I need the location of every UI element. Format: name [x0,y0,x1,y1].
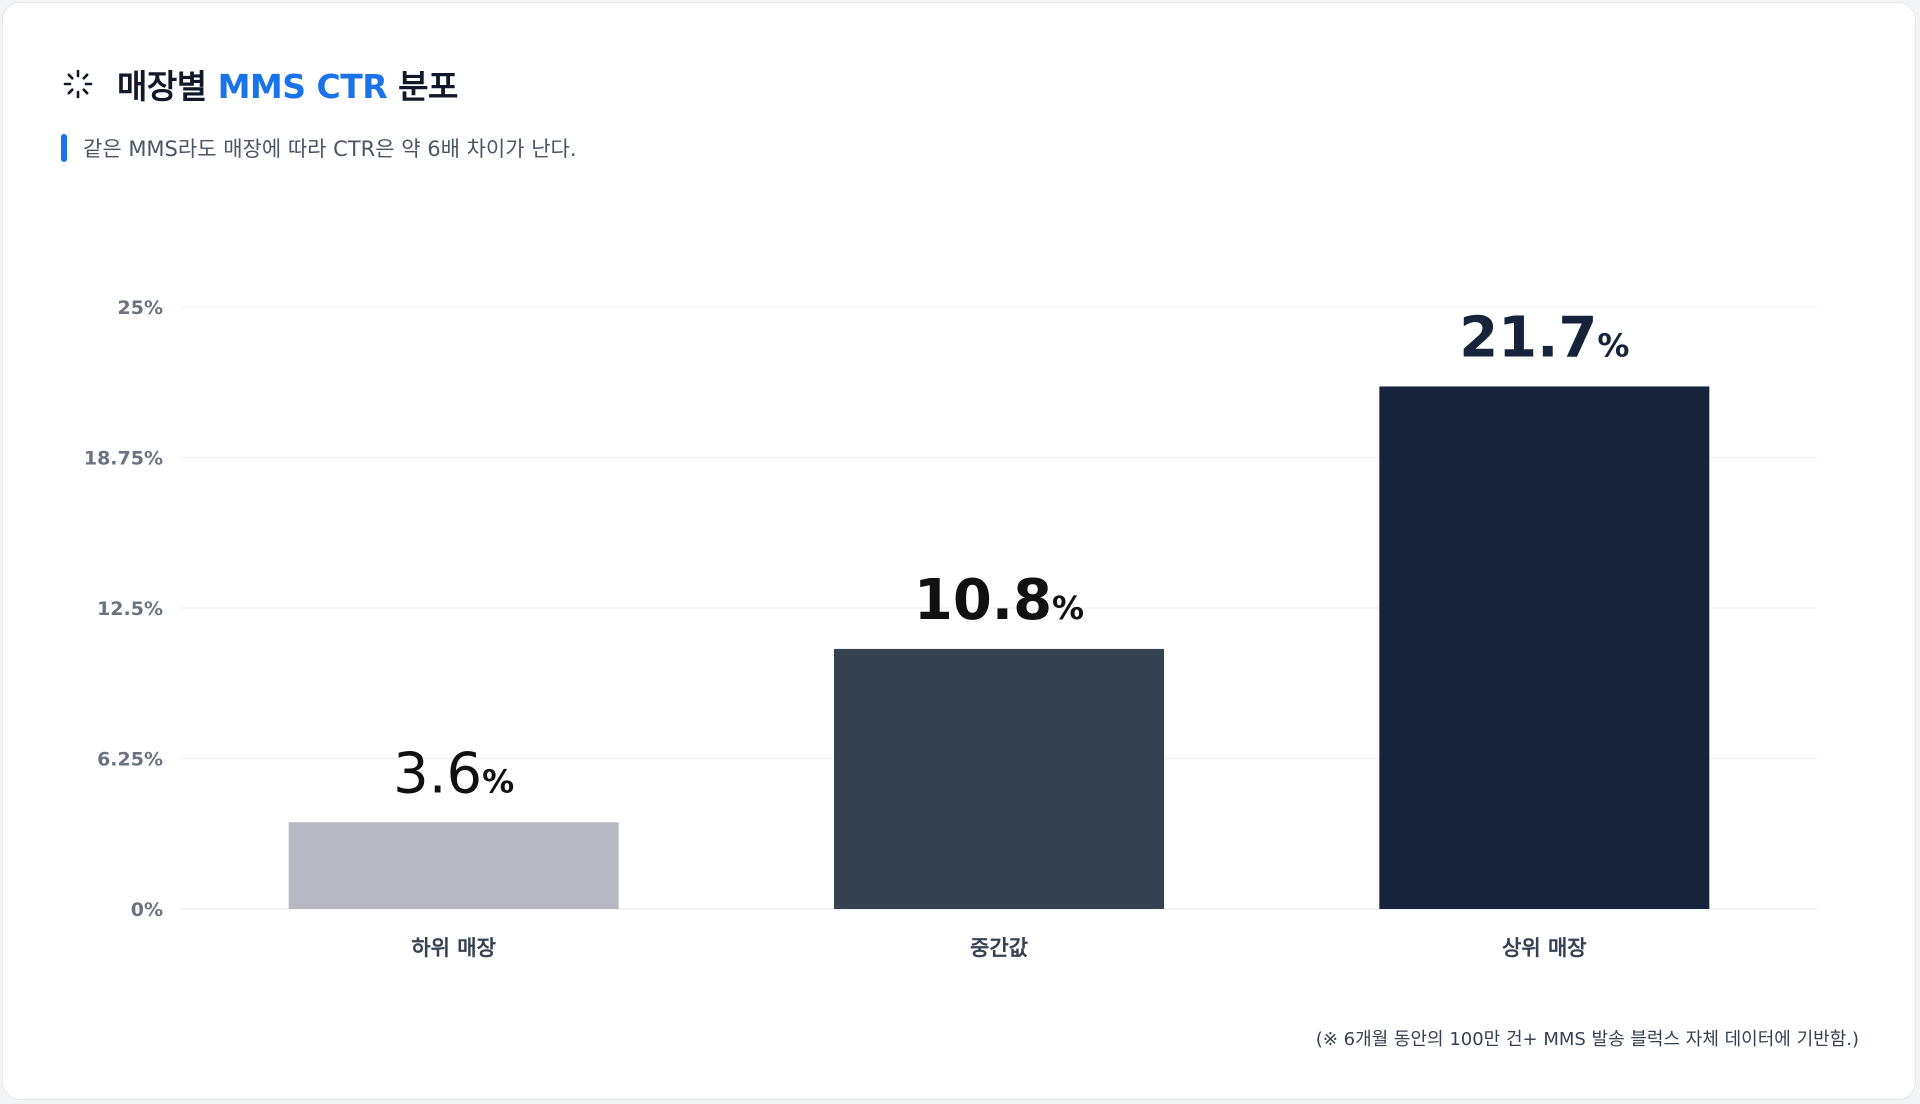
bar [834,648,1164,909]
bar-chart: 0% 6.25% 12.5% 18.75% 25% 3.6% 하위 매장 10.8% 중간값 21… [84,297,1817,960]
subtitle-row: 같은 MMS라도 매장에 따라 CTR은 약 6배 차이가 난다. [61,133,577,163]
footnote: (※ 6개월 동안의 100만 건+ MMS 발송 블럭스 자체 데이터에 기반… [1315,1029,1859,1050]
page-title: 매장별 MMS CTR 분포 [117,60,458,108]
y-tick-label: 18.75% [84,448,163,470]
y-tick-label: 6.25% [97,749,163,771]
y-tick-label: 12.5% [97,598,163,620]
subtitle: 같은 MMS라도 매장에 따라 CTR은 약 6배 차이가 난다. [83,137,577,161]
data-label-value: 3.6 [393,741,482,806]
data-label-unit: % [1052,589,1084,627]
spinner-icon [63,69,93,99]
data-label: 3.6% [393,741,514,806]
x-tick-label: 하위 매장 [411,936,496,960]
data-label-value: 21.7 [1459,305,1597,370]
bar [288,822,619,909]
x-tick-label: 중간값 [970,936,1028,960]
title-accent: MMS CTR [217,67,388,106]
bar [1379,386,1710,909]
title-suffix: 분포 [387,67,458,106]
title-row: 매장별 MMS CTR 분포 [63,61,458,107]
data-label-unit: % [1597,326,1629,364]
data-label-unit: % [482,762,514,800]
data-label: 10.8% [914,568,1084,633]
data-label: 21.7% [1459,305,1629,370]
y-tick-label: 25% [118,297,163,319]
data-label-value: 10.8 [914,568,1052,633]
title-prefix: 매장별 [117,67,218,106]
subtitle-accent-bar [61,134,67,162]
x-tick-label: 상위 매장 [1502,936,1587,960]
y-tick-label: 0% [131,899,163,921]
